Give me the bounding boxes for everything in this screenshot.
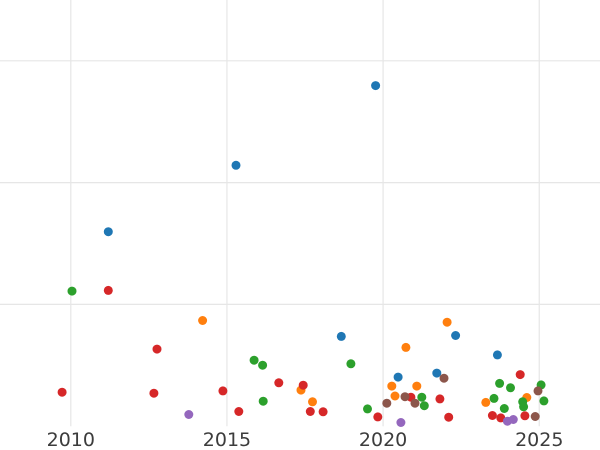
data-point-orange bbox=[442, 317, 452, 327]
data-point-blue bbox=[371, 81, 381, 91]
data-point-red bbox=[152, 344, 162, 354]
x-tick-label: 2015 bbox=[203, 429, 251, 450]
data-point-green bbox=[495, 378, 505, 388]
data-point-red bbox=[520, 411, 530, 421]
data-point-green bbox=[489, 393, 499, 403]
data-point-purple bbox=[184, 410, 194, 419]
data-point-red bbox=[149, 388, 159, 398]
data-point-brown bbox=[410, 398, 420, 408]
data-point-brown bbox=[530, 412, 540, 421]
x-tick-label: 2025 bbox=[515, 429, 563, 450]
data-point-blue bbox=[393, 372, 403, 382]
data-point-red bbox=[305, 407, 315, 416]
data-point-brown bbox=[533, 386, 543, 396]
data-point-red bbox=[274, 378, 284, 388]
data-point-green bbox=[499, 404, 509, 413]
data-point-orange bbox=[401, 342, 411, 352]
data-point-blue bbox=[492, 350, 502, 360]
data-point-blue bbox=[103, 227, 113, 237]
data-point-green bbox=[346, 359, 356, 369]
data-point-red bbox=[218, 386, 228, 396]
data-point-green bbox=[67, 286, 77, 296]
data-point-brown bbox=[439, 373, 449, 383]
data-point-red bbox=[234, 407, 244, 416]
data-point-red bbox=[487, 411, 497, 420]
x-tick-label: 2020 bbox=[359, 429, 407, 450]
data-point-purple bbox=[396, 418, 406, 427]
data-point-green bbox=[539, 396, 549, 406]
data-point-red bbox=[57, 387, 67, 397]
data-point-green bbox=[249, 355, 259, 365]
data-point-brown bbox=[382, 398, 392, 408]
data-point-blue bbox=[432, 368, 442, 378]
data-point-green bbox=[363, 404, 372, 414]
data-point-orange bbox=[308, 397, 317, 407]
data-point-red bbox=[515, 370, 525, 380]
data-point-red bbox=[103, 285, 113, 295]
data-point-red bbox=[444, 412, 454, 422]
data-point-green bbox=[506, 383, 515, 393]
data-point-orange bbox=[390, 391, 400, 401]
data-point-red bbox=[435, 394, 445, 404]
data-point-red bbox=[373, 412, 383, 422]
x-tick-label: 2010 bbox=[47, 429, 95, 450]
data-point-orange bbox=[412, 381, 422, 391]
data-point-red bbox=[298, 380, 308, 390]
data-point-green bbox=[519, 402, 529, 412]
data-point-green bbox=[417, 392, 427, 402]
data-point-green bbox=[258, 396, 268, 406]
data-point-brown bbox=[400, 392, 410, 402]
data-point-orange bbox=[387, 381, 397, 391]
data-point-purple bbox=[508, 415, 518, 424]
data-point-orange bbox=[481, 397, 491, 407]
data-point-red bbox=[318, 407, 328, 417]
data-point-blue bbox=[336, 331, 346, 341]
data-point-orange bbox=[198, 316, 208, 325]
data-point-blue bbox=[231, 160, 241, 170]
data-point-blue bbox=[451, 331, 461, 340]
data-point-green bbox=[419, 401, 429, 411]
data-point-green bbox=[258, 360, 268, 370]
